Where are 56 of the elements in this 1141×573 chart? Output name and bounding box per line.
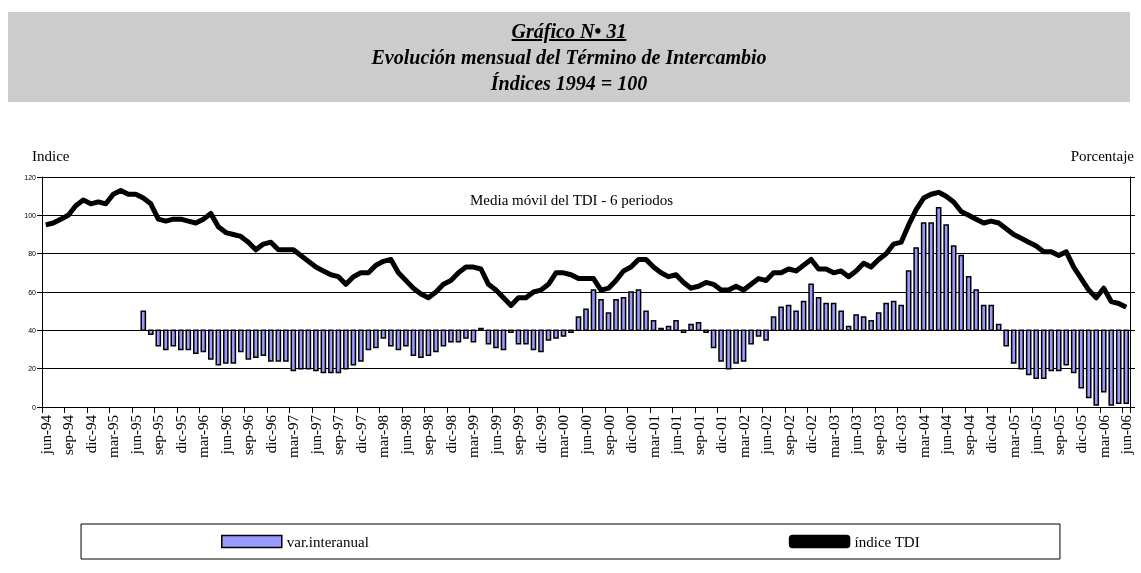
x-tick-label: sep-97 bbox=[330, 414, 347, 455]
x-tick-label: sep-01 bbox=[690, 415, 707, 455]
legend-label: var.interanual bbox=[286, 533, 369, 550]
x-tick-label: jun-05 bbox=[1028, 415, 1045, 456]
x-tick-label: dic-04 bbox=[983, 414, 1000, 454]
x-tick-label: jun-94 bbox=[37, 414, 54, 456]
x-tick-label: mar-00 bbox=[555, 415, 572, 459]
x-tick-label: jun-97 bbox=[307, 414, 324, 456]
x-tick-label: jun-96 bbox=[217, 414, 234, 456]
x-tick-label: mar-95 bbox=[105, 415, 122, 459]
x-tick-label: mar-01 bbox=[645, 415, 662, 459]
x-tick-label: mar-02 bbox=[735, 415, 752, 459]
x-tick-label: dic-96 bbox=[262, 414, 279, 454]
x-tick-label: dic-97 bbox=[352, 414, 369, 454]
x-tick-label: sep-00 bbox=[600, 415, 617, 455]
x-tick-label: mar-97 bbox=[285, 414, 302, 459]
x-tick-label: mar-99 bbox=[465, 415, 482, 459]
x-tick-label: jun-02 bbox=[758, 415, 775, 456]
x-tick-label: jun-98 bbox=[397, 415, 414, 456]
x-tick-label: dic-99 bbox=[532, 415, 549, 454]
x-tick-label: mar-98 bbox=[375, 415, 392, 459]
x-tick-label: dic-03 bbox=[893, 415, 910, 454]
x-tick-label: jun-00 bbox=[578, 415, 594, 456]
x-tick-label: dic-95 bbox=[172, 415, 189, 454]
x-tick-label: sep-94 bbox=[60, 414, 77, 455]
x-tick-label: dic-01 bbox=[713, 415, 730, 454]
chart-title: Gráfico N• 31 bbox=[510, 19, 628, 44]
x-tick-label: jun-01 bbox=[668, 415, 685, 456]
x-tick-label: jun-03 bbox=[848, 415, 865, 456]
x-tick-label: sep-96 bbox=[240, 414, 257, 455]
x-tick-label: dic-05 bbox=[1073, 415, 1090, 454]
x-tick-label: jun-06 bbox=[1118, 414, 1135, 456]
y2-axis-title: Porcentaje bbox=[1070, 147, 1135, 164]
x-tick-label: jun-04 bbox=[938, 414, 955, 456]
x-tick-label: sep-04 bbox=[960, 414, 977, 455]
x-tick-label: jun-99 bbox=[487, 415, 504, 456]
x-tick-label: sep-95 bbox=[150, 415, 167, 455]
legend-label: índice TDI bbox=[854, 533, 920, 550]
x-tick-label: dic-00 bbox=[623, 415, 640, 454]
x-tick-label: mar-05 bbox=[1005, 415, 1022, 459]
x-tick-label: sep-03 bbox=[870, 415, 887, 455]
x-tick-label: dic-98 bbox=[442, 415, 459, 454]
x-tick-label: mar-03 bbox=[825, 415, 842, 459]
annotation: Media móvil del TDI - 6 periodos bbox=[470, 191, 674, 208]
x-tick-label: sep-99 bbox=[510, 415, 527, 455]
x-tick-label: mar-06 bbox=[1095, 414, 1112, 459]
x-tick-label: jun-95 bbox=[127, 415, 144, 456]
y-axis-title: Indice bbox=[32, 147, 70, 164]
x-tick-label: sep-98 bbox=[420, 415, 437, 455]
x-tick-label: dic-02 bbox=[803, 415, 820, 454]
x-tick-label: sep-05 bbox=[1050, 415, 1067, 455]
x-tick-label: mar-04 bbox=[915, 414, 932, 459]
x-tick-label: mar-96 bbox=[195, 414, 212, 459]
x-tick-label: sep-02 bbox=[780, 415, 797, 455]
chart-subtitle: Evolución mensual del Término de Intercambio Índices 1994 = 100 bbox=[370, 45, 768, 96]
x-tick-label: dic-94 bbox=[82, 414, 99, 454]
